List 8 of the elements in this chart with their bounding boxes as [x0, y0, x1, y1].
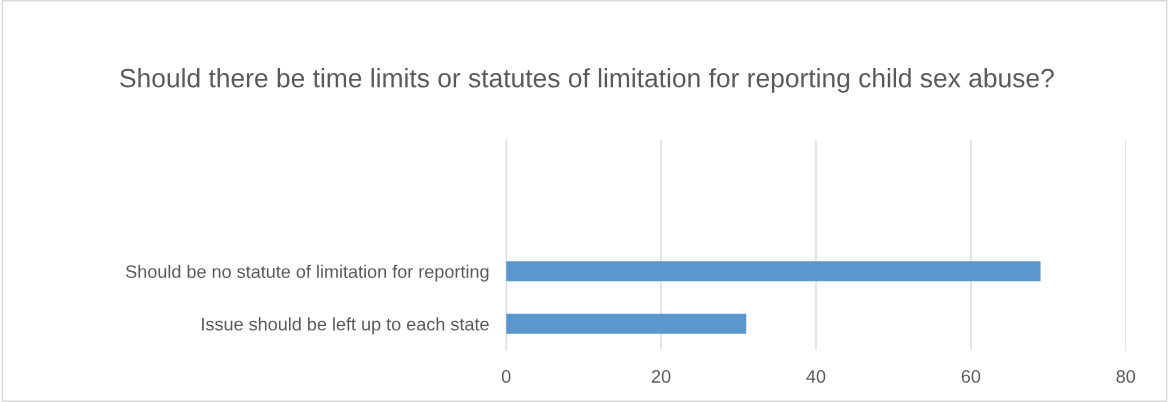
chart-title: Should there be time limits or statutes of limitation for reporting child sex abuse? — [120, 68, 1054, 93]
x-tick-label: 80 — [1116, 370, 1136, 383]
x-tick-label: 20 — [651, 370, 671, 383]
y-tick-label: Should be no statute of limitation for reporting — [126, 264, 489, 282]
y-tick-label: Issue should be left up to each state — [202, 317, 489, 335]
x-tick-label: 0 — [501, 370, 511, 383]
x-tick-label: 40 — [806, 370, 826, 383]
x-tick-label: 60 — [961, 370, 981, 383]
